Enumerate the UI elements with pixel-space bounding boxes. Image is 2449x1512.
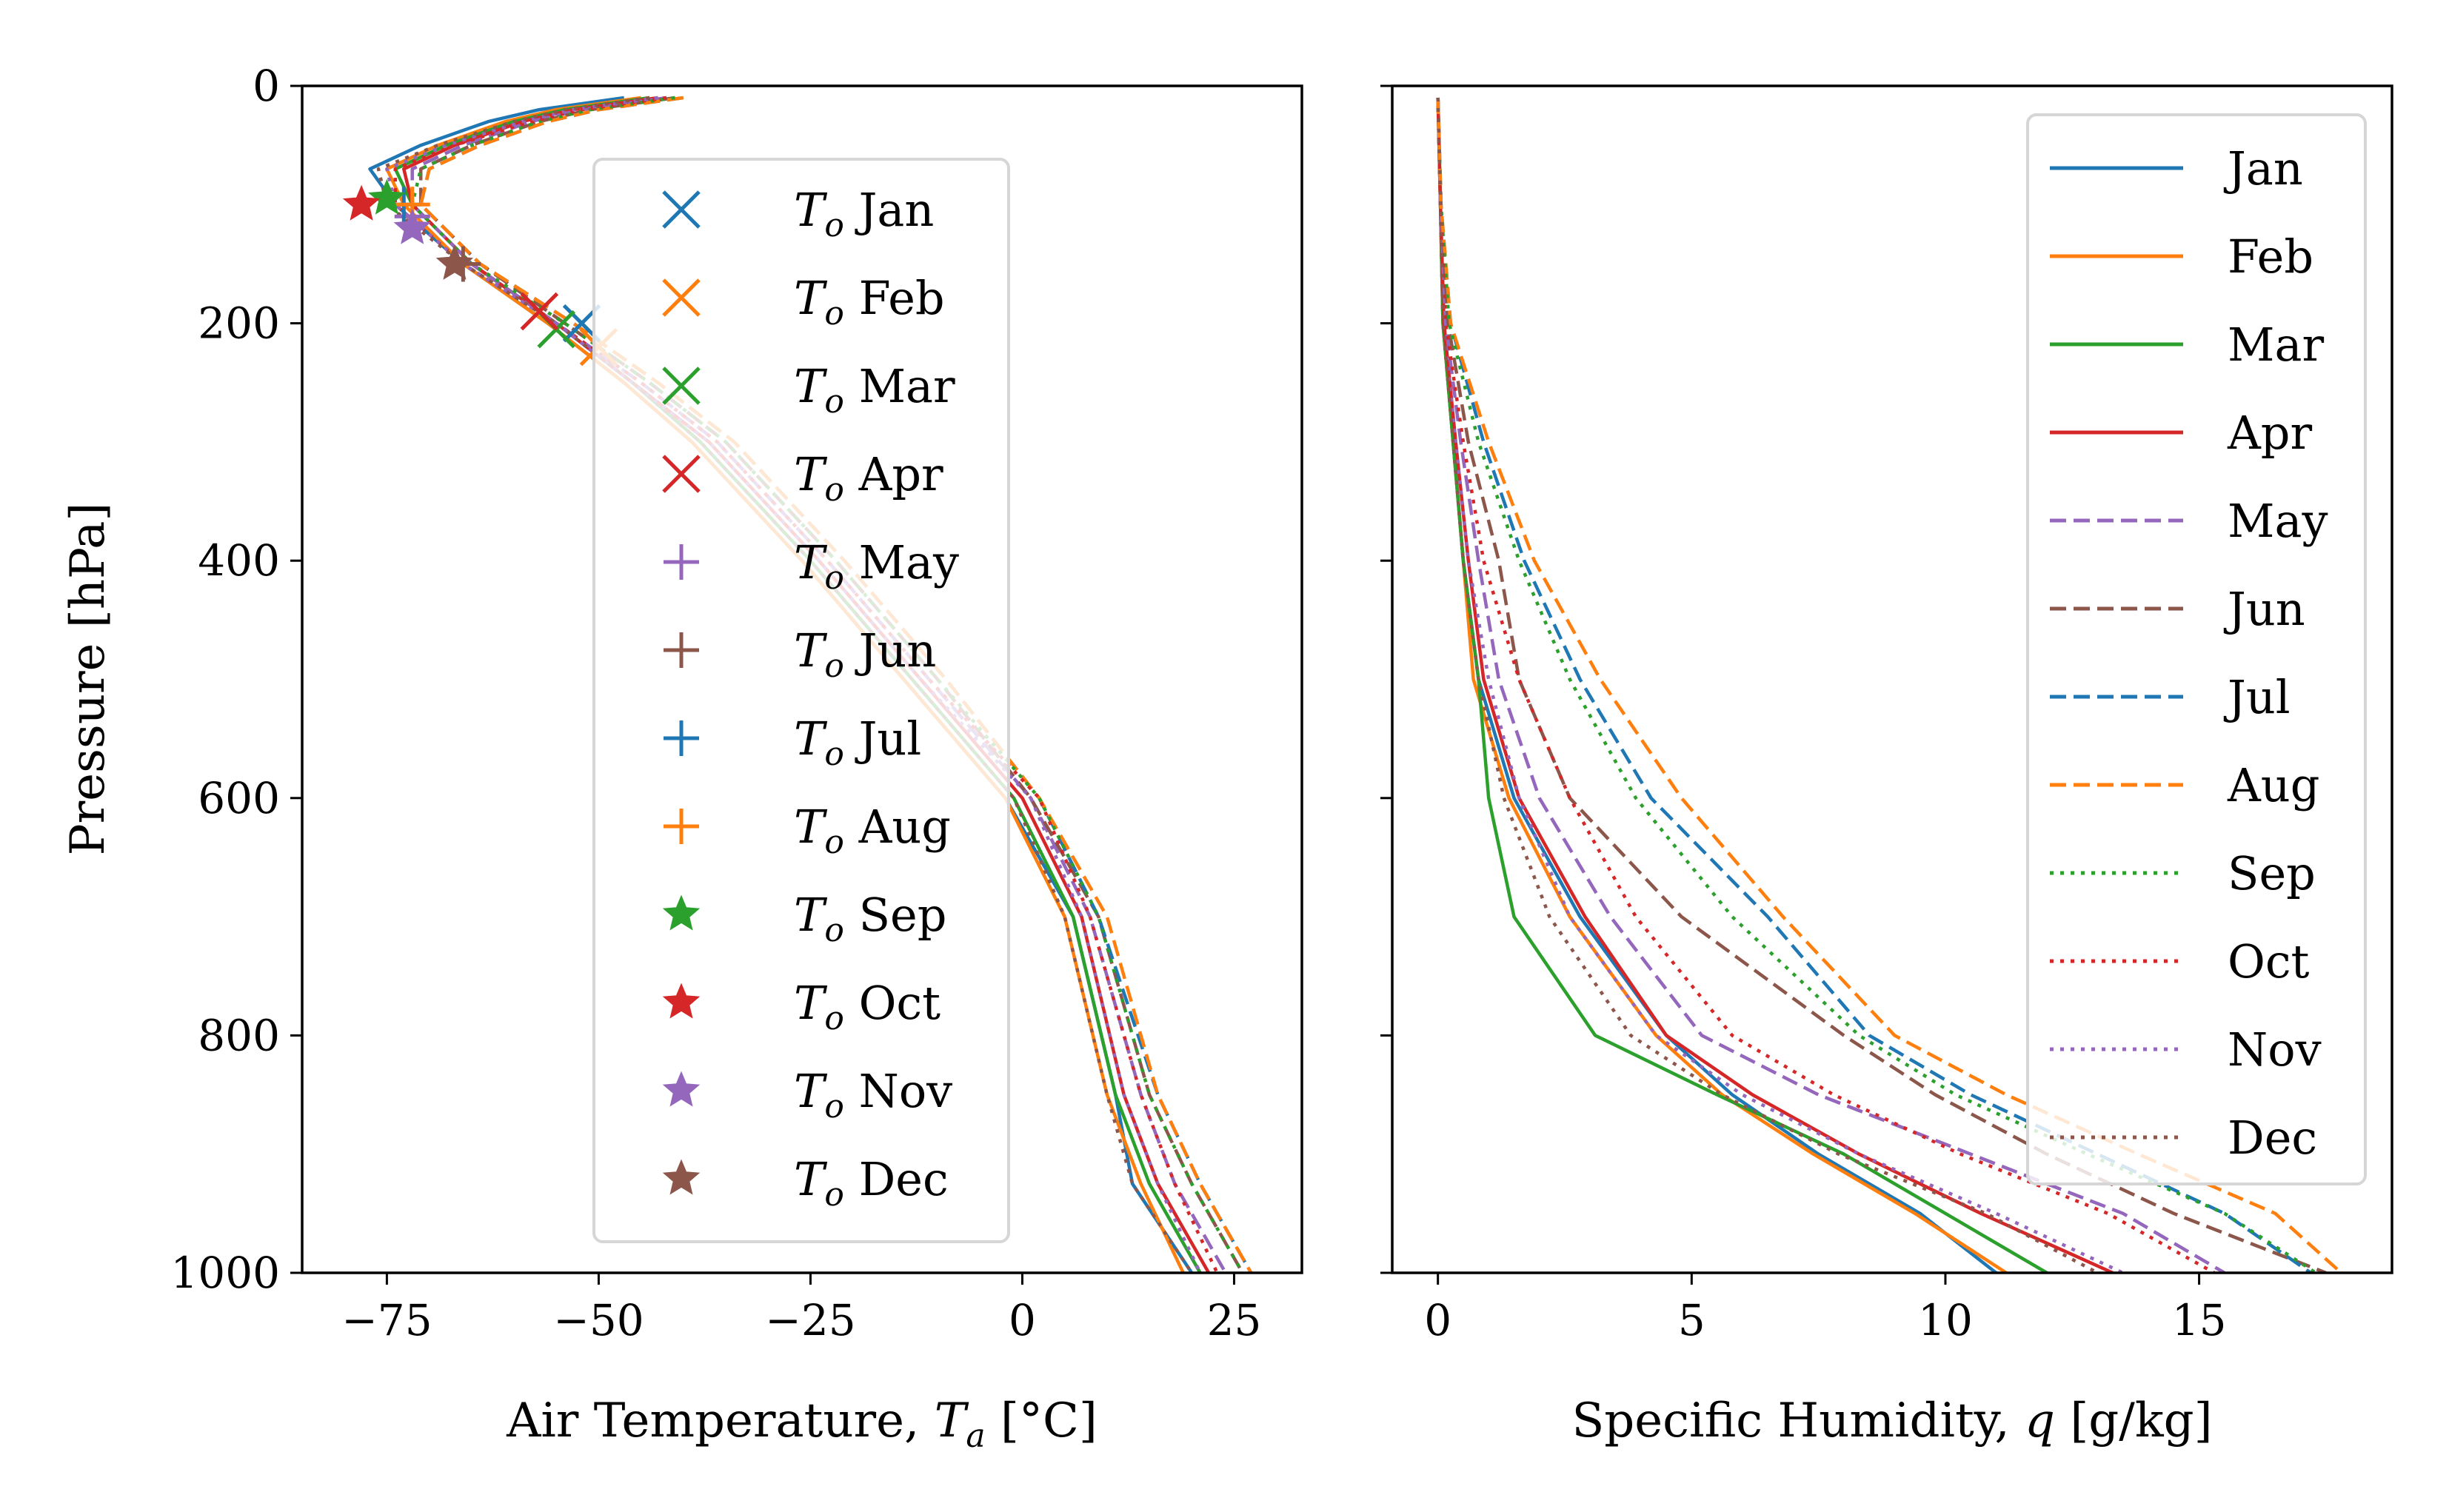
humidity-x-axis-label: Specific Humidity, q [g/kg] [1571, 1394, 2212, 1448]
legend-label-oct: Oct [2228, 934, 2310, 989]
humidity-x-tick-label: 0 [1424, 1295, 1451, 1345]
legend-label-apr: Apr [2227, 406, 2312, 460]
humidity-axes-frame [1391, 84, 2393, 1274]
tropopause-marker-dec [435, 244, 474, 280]
legend-marker-jan [662, 190, 701, 229]
legend-label-mar: To Mar [794, 359, 955, 421]
pressure-y-tick-label: 0 [253, 61, 280, 111]
humidity-legend-box [2026, 113, 2367, 1185]
legend-label-oct: To Oct [794, 976, 940, 1037]
legend-marker-feb [662, 278, 701, 317]
pressure-y-tick-label: 600 [198, 773, 280, 823]
temperature-x-axis-label: Air Temperature, Ta [°C] [506, 1394, 1097, 1455]
temperature-series-jun [418, 96, 1244, 1273]
temperature-legend: To Jan To Feb To Mar To Apr To May To Jun To J… [592, 158, 1010, 1243]
legend-marker-aug [664, 809, 699, 844]
legend-marker-jul [664, 720, 699, 756]
temperature-x-tick-label: 25 [1207, 1295, 1262, 1345]
pressure-y-tick-label: 200 [198, 298, 280, 349]
pressure-y-axis-label: Pressure [hPa] [61, 503, 116, 856]
pressure-y-tick-label: 800 [198, 1010, 280, 1060]
legend-label-may: To May [794, 535, 959, 597]
tropopause-marker-nov [393, 208, 431, 244]
humidity-x-tick-label: 15 [2172, 1295, 2227, 1345]
pressure-y-ticks: 0 200 400 600 800 1000 [170, 61, 302, 1298]
tropopause-marker-oct [342, 184, 381, 221]
legend-label-jul: To Jul [794, 712, 921, 773]
temperature-axes-frame [301, 84, 1303, 1274]
temperature-x-tick-label: −50 [553, 1295, 644, 1345]
pressure-y-tick-label: 400 [198, 535, 280, 586]
humidity-x-tick-label: 5 [1678, 1295, 1705, 1345]
legend-label-jun: Jun [2223, 582, 2305, 636]
legend-marker-apr [662, 455, 701, 493]
humidity-series-oct [1436, 97, 2216, 1273]
legend-marker-nov [662, 1071, 701, 1107]
legend-label-feb: To Feb [794, 271, 945, 332]
temperature-x-tick-label: −25 [765, 1295, 855, 1345]
temperature-legend-box [592, 158, 1010, 1243]
tropopause-marker-sep [368, 178, 406, 215]
pressure-y-tick-label: 1000 [170, 1248, 280, 1298]
humidity-panel: 0 5 10 15 Specific Humidity, q [g/kg] Jan Fe… [1380, 84, 2393, 1448]
legend-marker-mar [662, 367, 701, 405]
humidity-legend: Jan Feb Mar Apr May Jun Jul Aug Sep Oct Nov Dec [2026, 113, 2367, 1185]
temperature-series-may [410, 96, 1227, 1273]
temperature-x-tick-label: 0 [1009, 1295, 1036, 1345]
legend-marker-jun [664, 632, 699, 668]
legend-label-jun: To Jun [794, 623, 936, 685]
legend-label-aug: To Aug [794, 800, 951, 861]
humidity-series-dec [1436, 97, 2099, 1273]
legend-marker-may [664, 544, 699, 580]
humidity-series-sep [1436, 97, 2317, 1273]
legend-label-jan: To Jan [794, 183, 934, 244]
humidity-x-ticks: 0 5 10 15 [1424, 1273, 2227, 1345]
legend-label-sep: To Sep [794, 888, 946, 949]
legend-marker-dec [662, 1159, 701, 1195]
legend-label-apr: To Apr [794, 447, 943, 509]
humidity-plot-area [1436, 97, 2343, 1273]
temperature-x-tick-label: −75 [341, 1295, 432, 1345]
legend-marker-sep [662, 894, 701, 931]
legend-label-nov: Nov [2228, 1023, 2322, 1077]
humidity-series-aug [1436, 97, 2343, 1273]
humidity-x-tick-label: 10 [1918, 1295, 1973, 1345]
legend-label-jul: Jul [2223, 670, 2291, 724]
humidity-series-nov [1436, 97, 2124, 1273]
legend-label-mar: Mar [2228, 318, 2324, 372]
legend-label-aug: Aug [2227, 758, 2319, 812]
temperature-x-ticks: −75 −50 −25 0 25 [341, 1273, 1261, 1345]
legend-label-feb: Feb [2228, 230, 2313, 284]
legend-label-jan: Jan [2223, 141, 2303, 195]
legend-label-nov: To Nov [794, 1064, 952, 1125]
humidity-y-ticks [1380, 84, 1392, 1274]
temperature-panel: −75 −50 −25 0 25 0 200 400 600 800 1000 Air Tempe… [61, 61, 1303, 1455]
legend-label-dec: Dec [2228, 1111, 2317, 1165]
legend-label-may: May [2228, 494, 2328, 548]
tropopause-marker-apr [520, 292, 559, 331]
legend-label-sep: Sep [2228, 846, 2316, 900]
humidity-series-may [1436, 97, 2226, 1273]
legend-marker-oct [662, 983, 701, 1019]
legend-label-dec: To Dec [794, 1152, 949, 1214]
